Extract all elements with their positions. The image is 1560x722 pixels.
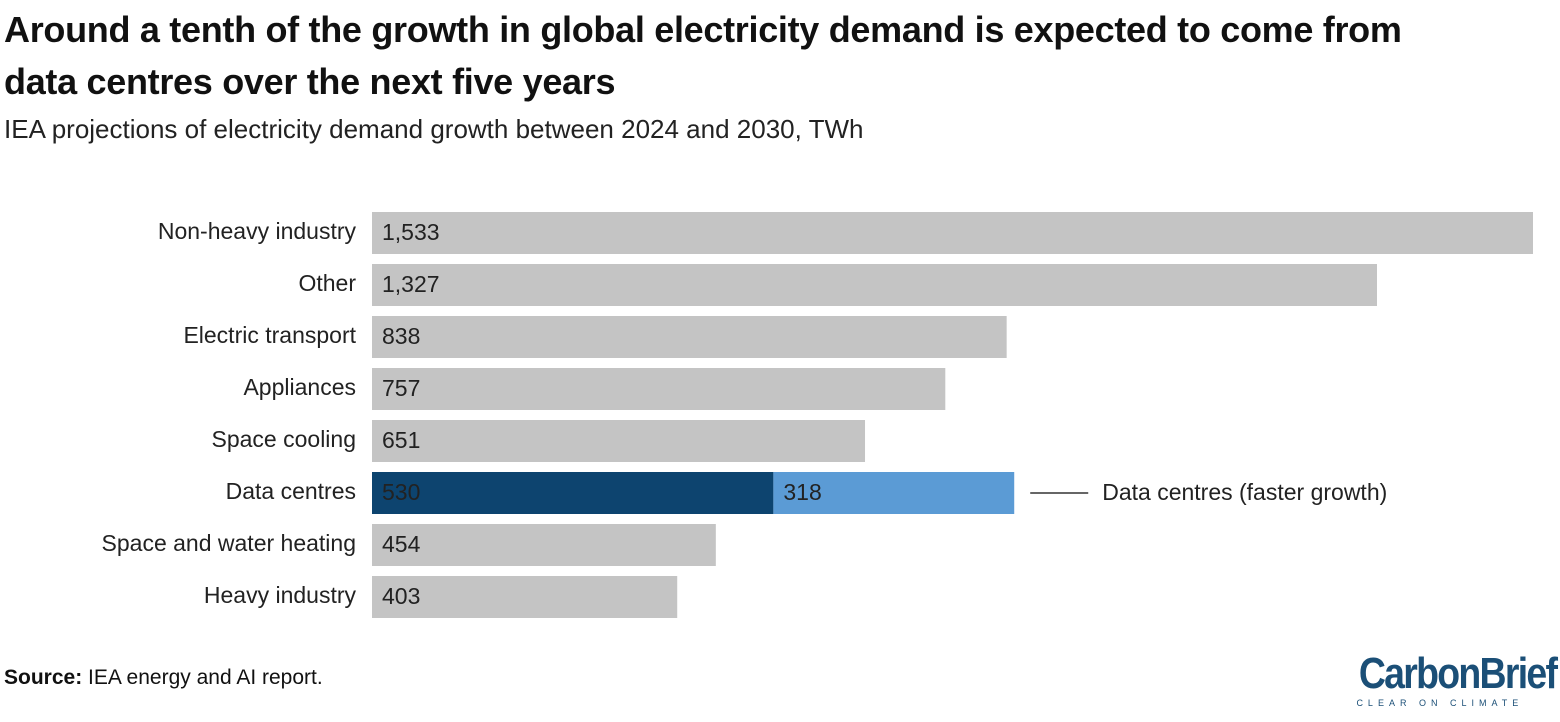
y-tick-label: Non-heavy industry [158,218,357,244]
chart-subtitle: IEA projections of electricity demand gr… [4,114,864,144]
y-tick-label: Space cooling [212,426,357,452]
data-label: 838 [382,323,420,349]
logo-name: CarbonBrief [1358,649,1558,698]
data-label: 454 [382,531,421,557]
logo-tagline: CLEAR ON CLIMATE [1356,698,1524,708]
y-tick-label: Other [298,270,356,296]
bar [372,316,1007,358]
data-label: 651 [382,427,420,453]
bar [372,420,866,462]
bar [372,264,1377,306]
bar [372,576,678,618]
y-tick-label: Data centres [226,478,356,504]
data-label: 757 [382,375,420,401]
bar [372,472,774,514]
data-label: 403 [382,583,420,609]
data-label: 1,327 [382,271,440,297]
legend-label: Data centres (faster growth) [1102,479,1387,505]
source: Source: IEA energy and AI report. [4,666,323,690]
chart-title: Around a tenth of the growth in global e… [4,9,1402,102]
bar [372,368,946,410]
bar [372,524,716,566]
data-label: 318 [783,479,821,505]
bar [773,472,1015,514]
data-label: 530 [382,479,420,505]
logo: CarbonBrief CLEAR ON CLIMATE [1324,649,1558,709]
bar [372,212,1533,254]
y-tick-label: Appliances [243,374,356,400]
y-tick-label: Space and water heating [102,530,356,556]
y-tick-label: Electric transport [183,322,356,348]
source-label: Source: [4,666,83,689]
data-label: 1,533 [382,219,440,245]
y-tick-label: Heavy industry [204,582,357,608]
source-text: IEA energy and AI report. [88,666,323,689]
